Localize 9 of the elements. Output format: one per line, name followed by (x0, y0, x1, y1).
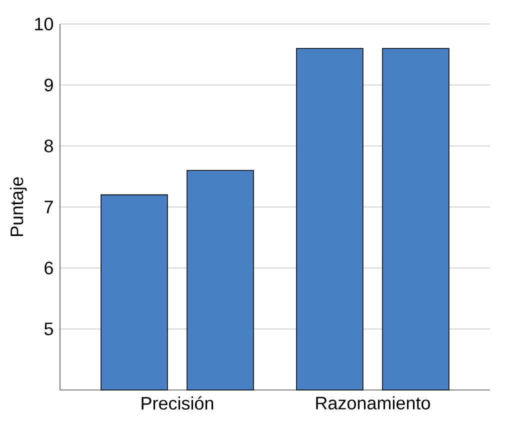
y-axis-title: Puntaje (10, 177, 27, 236)
y-tick-label: 10 (35, 18, 54, 30)
y-tick-label: 8 (44, 140, 53, 152)
y-tick-label: 6 (44, 262, 53, 274)
x-tick-label: Razonamiento (316, 396, 430, 410)
y-tick-label: 7 (44, 200, 53, 214)
y-tick-label: 5 (44, 322, 53, 336)
y-tick-label: 9 (44, 78, 53, 92)
x-tick-label: Precisión (142, 396, 214, 410)
